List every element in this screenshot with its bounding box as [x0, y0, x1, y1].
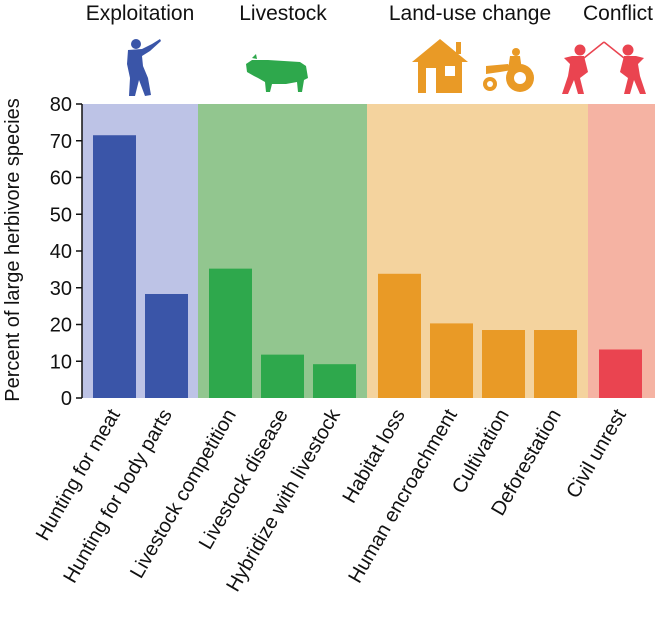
group-title: Conflict — [583, 2, 653, 25]
band-3 — [588, 104, 655, 398]
cow-icon — [246, 54, 308, 92]
group-title: Exploitation — [86, 2, 195, 25]
bar — [482, 330, 525, 398]
y-tick-label: 80 — [50, 94, 72, 116]
fencers-icon — [562, 41, 646, 94]
bar — [145, 293, 188, 398]
tractor-icon — [483, 48, 534, 92]
y-tick-label: 30 — [50, 278, 72, 300]
bar — [261, 354, 304, 398]
y-tick-label: 70 — [50, 131, 72, 153]
group-title: Land-use change — [389, 2, 551, 25]
y-tick-label: 40 — [50, 241, 72, 263]
bars — [93, 135, 642, 399]
y-tick-label: 20 — [50, 315, 72, 337]
y-tick-label: 60 — [50, 168, 72, 190]
bar — [209, 268, 252, 398]
house-icon — [412, 39, 468, 93]
y-tick-label: 0 — [61, 388, 72, 410]
y-axis-title: Percent of large herbivore species — [2, 98, 24, 402]
group-title: Livestock — [239, 2, 327, 25]
bar — [93, 135, 136, 399]
y-tick-label: 10 — [50, 351, 72, 373]
category-label: Civil unrest — [562, 405, 631, 502]
bar — [430, 323, 473, 398]
bar — [534, 330, 577, 398]
group-titles: Exploitation Livestock Land-use change Conf… — [86, 2, 653, 25]
y-axis: 0 10 20 30 40 50 60 70 80 — [50, 94, 83, 410]
bar — [313, 364, 356, 398]
hunter-icon — [127, 39, 161, 96]
bar — [599, 349, 642, 398]
bar — [378, 273, 421, 398]
y-tick-label: 50 — [50, 204, 72, 226]
